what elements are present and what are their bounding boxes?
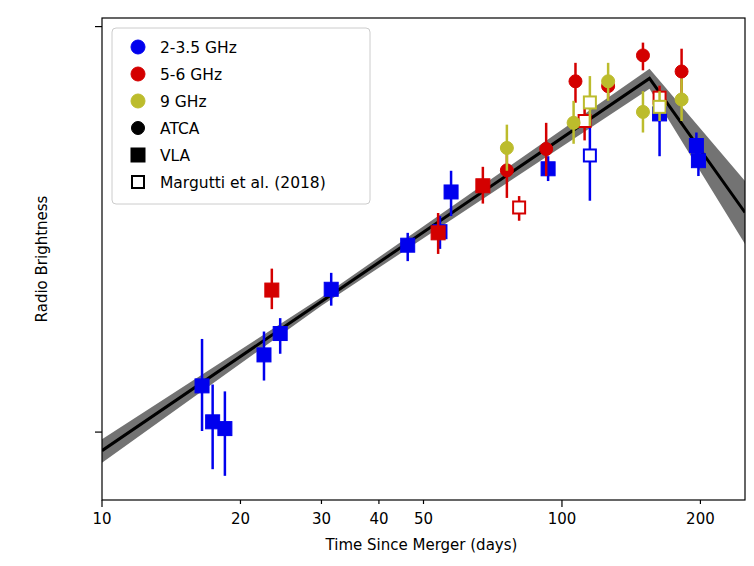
x-tick xyxy=(700,500,701,504)
data-point xyxy=(476,167,490,204)
x-tick xyxy=(321,500,322,504)
plot-frame xyxy=(102,18,745,500)
data-point xyxy=(691,151,705,176)
x-tick xyxy=(101,500,102,507)
x-tick-label: 20 xyxy=(231,510,250,528)
x-axis-label: Time Since Merger (days) xyxy=(325,536,518,554)
legend-swatch xyxy=(131,40,145,54)
legend-label: VLA xyxy=(160,147,191,165)
marker xyxy=(401,238,415,252)
data-point xyxy=(569,63,582,103)
model-line xyxy=(102,78,745,450)
marker xyxy=(540,143,553,156)
legend-label: 9 GHz xyxy=(160,93,207,111)
marker xyxy=(541,162,555,176)
marker xyxy=(636,105,649,118)
marker xyxy=(636,49,649,62)
marker xyxy=(257,348,271,362)
legend-box xyxy=(112,28,370,204)
x-tick xyxy=(378,500,379,504)
data-point xyxy=(540,123,553,176)
marker xyxy=(654,101,666,113)
legend-swatch xyxy=(131,148,145,162)
y-tick xyxy=(95,26,102,27)
marker xyxy=(675,65,688,78)
data-point xyxy=(675,78,688,121)
data-point xyxy=(500,125,513,171)
legend-label: 5-6 GHz xyxy=(160,66,222,84)
x-tick-label: 30 xyxy=(312,510,331,528)
marker xyxy=(476,179,490,193)
marker xyxy=(584,96,596,108)
x-tick xyxy=(423,500,424,504)
model-band xyxy=(102,69,745,463)
marker xyxy=(567,116,580,129)
marker xyxy=(431,226,445,240)
legend: 2-3.5 GHz 5-6 GHz 9 GHz ATCA VLA Margutti et … xyxy=(112,28,370,204)
data-point xyxy=(401,233,415,261)
data-point xyxy=(257,332,271,381)
data-point xyxy=(541,156,555,181)
marker xyxy=(691,154,705,168)
legend-swatch xyxy=(132,176,144,188)
marker xyxy=(569,75,582,88)
marker xyxy=(218,422,232,436)
data-point xyxy=(584,76,596,126)
x-tick-label: 200 xyxy=(686,510,715,528)
data-point xyxy=(654,91,666,121)
legend-swatch xyxy=(131,67,145,81)
marker xyxy=(195,379,209,393)
legend-label: ATCA xyxy=(160,120,200,138)
x-tick xyxy=(561,500,562,507)
plot-area xyxy=(102,43,745,476)
data-point xyxy=(273,318,287,354)
legend-label: 2-3.5 GHz xyxy=(160,39,237,57)
data-point xyxy=(444,171,458,216)
x-tick-label: 40 xyxy=(369,510,388,528)
legend-label: Margutti et al. (2018) xyxy=(160,174,326,192)
x-tick xyxy=(240,500,241,504)
x-tick-label: 100 xyxy=(548,510,577,528)
y-axis-label: Radio Brightness xyxy=(33,195,51,322)
marker xyxy=(500,141,513,154)
marker xyxy=(265,283,279,297)
data-point xyxy=(567,101,580,144)
data-point xyxy=(324,273,338,306)
data-point xyxy=(653,91,667,156)
data-point xyxy=(513,196,525,221)
data-point xyxy=(636,91,649,132)
marker xyxy=(689,139,703,153)
data-point xyxy=(431,213,445,254)
marker xyxy=(324,282,338,296)
marker xyxy=(273,327,287,341)
y-tick xyxy=(95,431,102,432)
legend-swatch xyxy=(131,94,145,108)
data-point xyxy=(636,43,649,71)
x-tick-label: 50 xyxy=(414,510,433,528)
marker xyxy=(602,75,615,88)
marker xyxy=(584,149,596,161)
data-point xyxy=(218,391,232,475)
data-point xyxy=(265,269,279,310)
chart: 10 20 30 40 50 100 200 Time Since Merger (days)… xyxy=(0,0,754,566)
x-tick-label: 10 xyxy=(92,510,111,528)
legend-swatch xyxy=(132,122,145,135)
marker xyxy=(513,201,525,213)
data-point xyxy=(602,63,615,101)
marker xyxy=(675,93,688,106)
marker xyxy=(444,185,458,199)
